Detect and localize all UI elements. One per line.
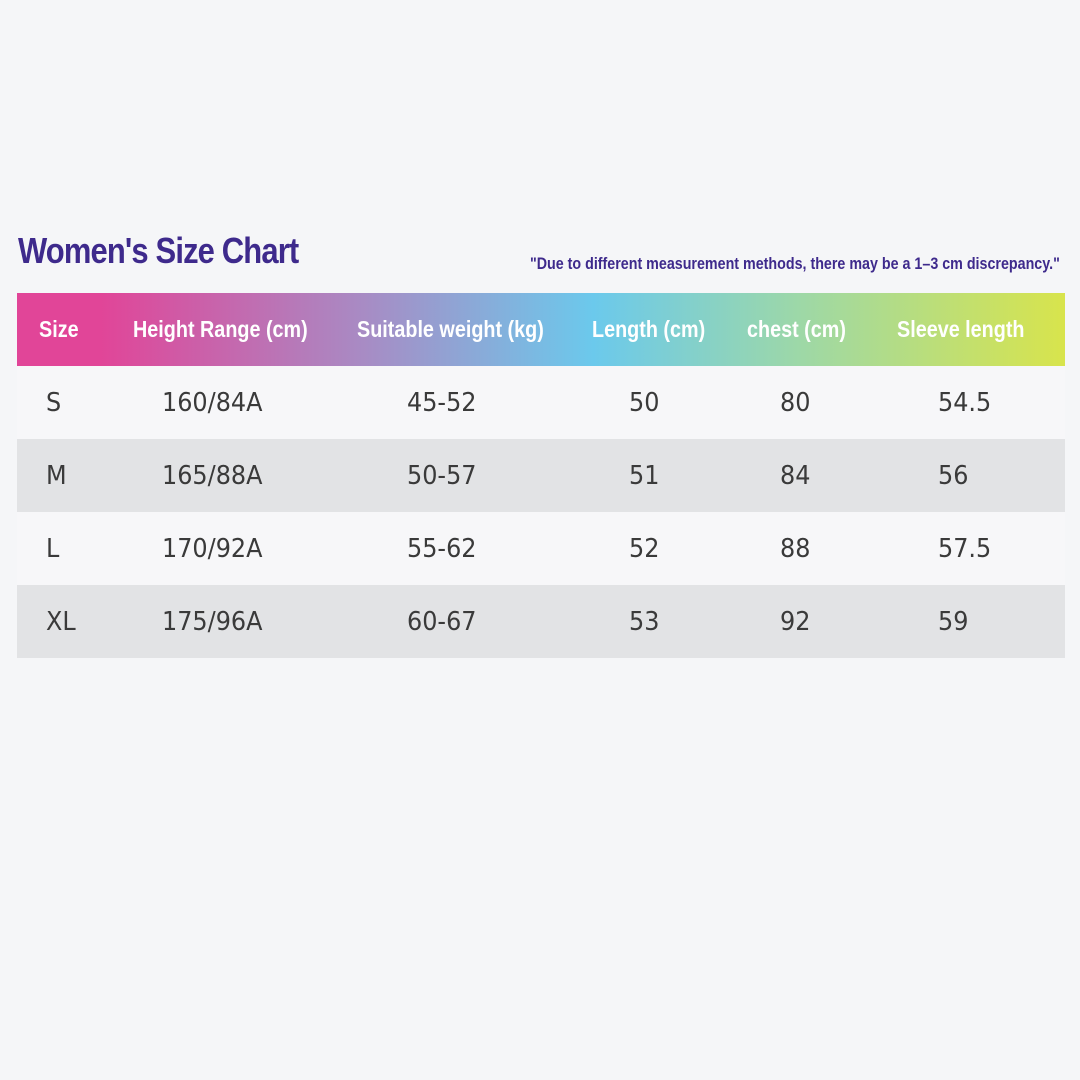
cell-suitable-weight: 60-67: [407, 606, 477, 637]
cell-sleeve-length: 56: [938, 460, 969, 491]
header-height-range: Height Range (cm): [133, 316, 308, 342]
cell-sleeve-length: 54.5: [938, 387, 992, 418]
table-row: M 165/88A 50-57 51 84 56: [17, 439, 1065, 512]
cell-chest: 92: [780, 606, 811, 637]
cell-chest: 88: [780, 533, 811, 564]
cell-length: 53: [629, 606, 660, 637]
cell-height-range: 160/84A: [162, 387, 263, 418]
measurement-note: "Due to different measurement methods, t…: [530, 254, 1060, 273]
cell-suitable-weight: 50-57: [407, 460, 477, 491]
table-row: L 170/92A 55-62 52 88 57.5: [17, 512, 1065, 585]
cell-length: 51: [629, 460, 660, 491]
table-row: XL 175/96A 60-67 53 92 59: [17, 585, 1065, 658]
cell-chest: 84: [780, 460, 811, 491]
cell-size: S: [46, 387, 62, 418]
cell-height-range: 175/96A: [162, 606, 263, 637]
cell-size: M: [46, 460, 67, 491]
table-header-row: Size Height Range (cm) Suitable weight (…: [17, 293, 1065, 366]
table-row: S 160/84A 45-52 50 80 54.5: [17, 366, 1065, 439]
cell-size: XL: [46, 606, 76, 637]
page-title: Women's Size Chart: [18, 230, 299, 271]
cell-sleeve-length: 57.5: [938, 533, 992, 564]
header-size: Size: [39, 316, 79, 342]
cell-sleeve-length: 59: [938, 606, 969, 637]
header-suitable-weight: Suitable weight (kg): [357, 316, 544, 342]
cell-length: 52: [629, 533, 660, 564]
cell-size: L: [46, 533, 60, 564]
cell-chest: 80: [780, 387, 811, 418]
cell-length: 50: [629, 387, 660, 418]
cell-suitable-weight: 55-62: [407, 533, 477, 564]
header-sleeve-length: Sleeve length: [897, 316, 1025, 342]
cell-height-range: 165/88A: [162, 460, 263, 491]
header-chest: chest (cm): [747, 316, 846, 342]
cell-height-range: 170/92A: [162, 533, 263, 564]
size-table: Size Height Range (cm) Suitable weight (…: [17, 293, 1065, 658]
cell-suitable-weight: 45-52: [407, 387, 477, 418]
header-length: Length (cm): [592, 316, 706, 342]
